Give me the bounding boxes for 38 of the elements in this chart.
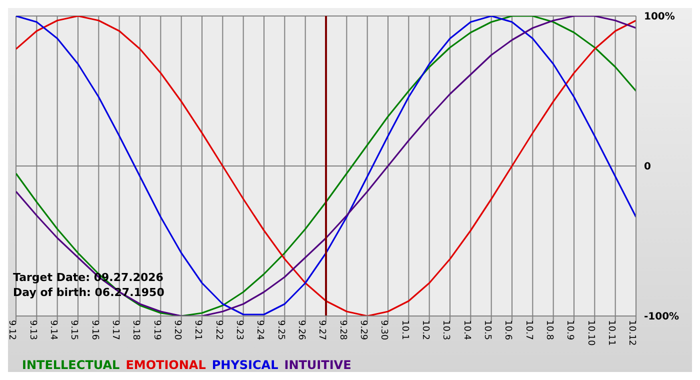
x-tick-label: 9.30 — [378, 320, 389, 340]
x-tick-label: 9.15 — [68, 320, 79, 340]
y-tick-label: 100% — [644, 12, 675, 23]
x-tick-label: 10.9 — [564, 320, 575, 340]
x-tick-label: 10.2 — [420, 320, 430, 340]
x-tick-label: 10.12 — [626, 320, 637, 346]
x-tick-label: 9.14 — [48, 320, 58, 340]
x-tick-label: 9.22 — [213, 320, 224, 340]
x-tick-label: 10.11 — [606, 320, 616, 346]
x-tick-label: 9.28 — [337, 320, 348, 340]
text: EMOTIONAL — [126, 358, 206, 372]
x-tick-label: 10.5 — [482, 320, 492, 340]
x-tick-label: 9.13 — [27, 320, 38, 340]
x-tick-label: 9.27 — [316, 320, 327, 340]
x-tick-label: 10.10 — [585, 320, 596, 346]
x-tick-label: 9.19 — [151, 320, 162, 340]
x-tick-label: 10.3 — [440, 320, 451, 340]
y-tick-label: -100% — [644, 312, 680, 323]
x-tick-label: 9.23 — [234, 320, 244, 340]
x-tick-label: 10.6 — [502, 320, 513, 340]
x-tick-label: 10.1 — [399, 320, 410, 340]
x-tick-label: 10.7 — [523, 320, 534, 340]
x-tick-label: 9.25 — [275, 320, 286, 340]
x-tick-label: 9.24 — [254, 320, 265, 340]
text: INTUITIVE — [284, 358, 352, 372]
x-tick-label: 9.18 — [130, 320, 141, 340]
x-tick-label: 9.12 — [6, 320, 17, 340]
x-tick-label: 9.26 — [296, 320, 306, 340]
text: PHYSICAL — [212, 358, 278, 372]
y-tick-label: 0 — [644, 162, 651, 173]
x-tick-label: 10.8 — [544, 320, 554, 340]
x-tick-label: 10.4 — [461, 320, 472, 340]
x-tick-label: 9.21 — [192, 320, 203, 340]
x-tick-label: 9.20 — [172, 320, 182, 340]
x-tick-label: 9.29 — [358, 320, 368, 340]
x-tick-label: 9.16 — [89, 320, 100, 340]
x-tick-label: 9.17 — [110, 320, 120, 340]
text: INTELLECTUAL — [22, 358, 120, 372]
